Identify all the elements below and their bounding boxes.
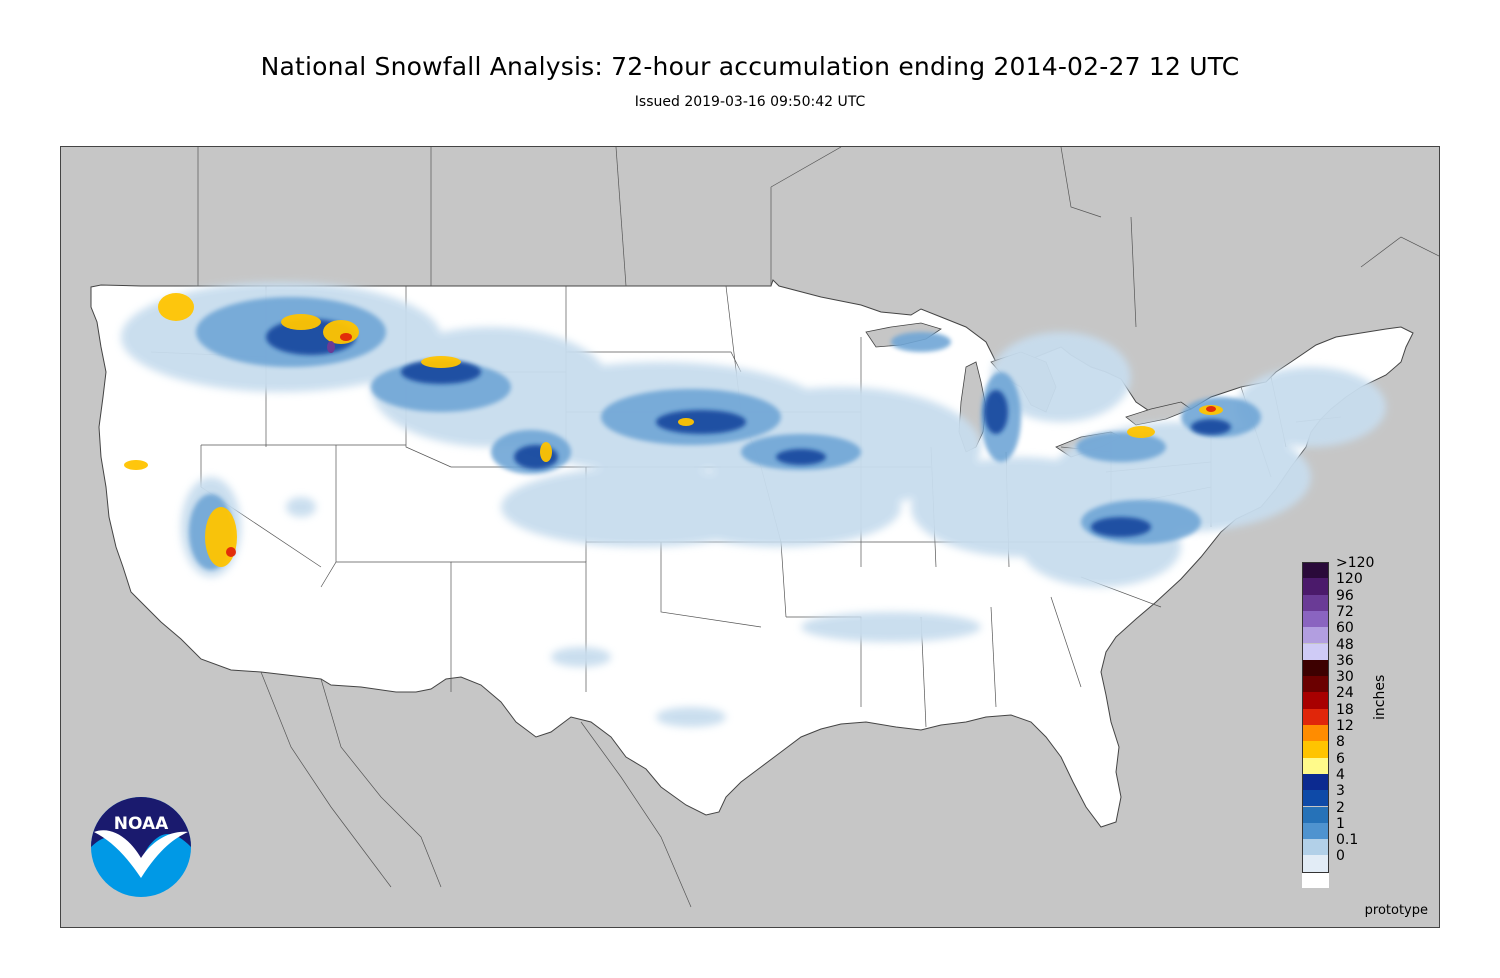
legend-swatch [1302,725,1329,742]
legend-swatch [1302,822,1329,840]
legend-swatch [1302,839,1329,856]
issued-timestamp: Issued 2019-03-16 09:50:42 UTC [634,94,866,110]
legend-label: 2 [1336,799,1345,816]
snow-max [327,341,335,353]
legend-label: 8 [1336,734,1345,751]
legend-label: 12 [1336,718,1354,734]
map-title: National Snowfall Analysis: 72-hour accu… [260,52,1240,81]
legend-label: 72 [1336,603,1354,620]
noaa-logo: NOAA [91,797,191,897]
snowfall-map [60,146,1440,928]
legend-label: 3 [1336,783,1345,800]
snow-peak [226,333,1216,557]
legend-swatch [1302,610,1329,628]
legend-swatch-zero [1302,871,1329,888]
legend-swatch [1302,741,1329,758]
prototype-watermark: prototype [1364,903,1428,918]
legend-units-label: inches [1372,674,1388,720]
legend-swatch [1302,757,1329,774]
legend-swatch [1302,562,1329,579]
legend-label: 24 [1336,685,1354,702]
legend-label: 18 [1336,701,1354,718]
legend-label: 1 [1336,815,1345,832]
legend-label: 60 [1336,620,1354,637]
legend-swatch [1302,643,1329,660]
legend-label: 48 [1336,636,1354,653]
legend-swatch [1302,676,1329,693]
legend-swatch [1302,659,1329,677]
legend-swatch [1302,806,1329,823]
legend-swatch [1302,627,1329,644]
legend-swatch [1302,773,1329,791]
legend-swatch [1302,692,1329,709]
noaa-logo-text: NOAA [114,814,169,834]
legend-swatch [1302,790,1329,807]
legend-label: 30 [1336,669,1354,686]
legend-swatch [1302,708,1329,725]
map-canvas [61,147,1439,927]
legend-label: 6 [1336,750,1345,767]
canada-boundaries [197,147,1439,328]
legend-swatch [1302,578,1329,595]
legend-label: 36 [1336,652,1354,669]
legend-label: 4 [1336,766,1345,783]
legend-label: 96 [1336,587,1354,604]
legend-label: 120 [1336,571,1363,588]
legend-label: >120 [1336,555,1375,571]
legend-label: 0 [1336,848,1345,865]
legend-label: 0.1 [1336,832,1359,849]
mexico-coast [260,671,692,908]
legend-swatch [1302,855,1329,872]
legend-swatch [1302,594,1329,611]
snow-extreme [124,293,1223,567]
